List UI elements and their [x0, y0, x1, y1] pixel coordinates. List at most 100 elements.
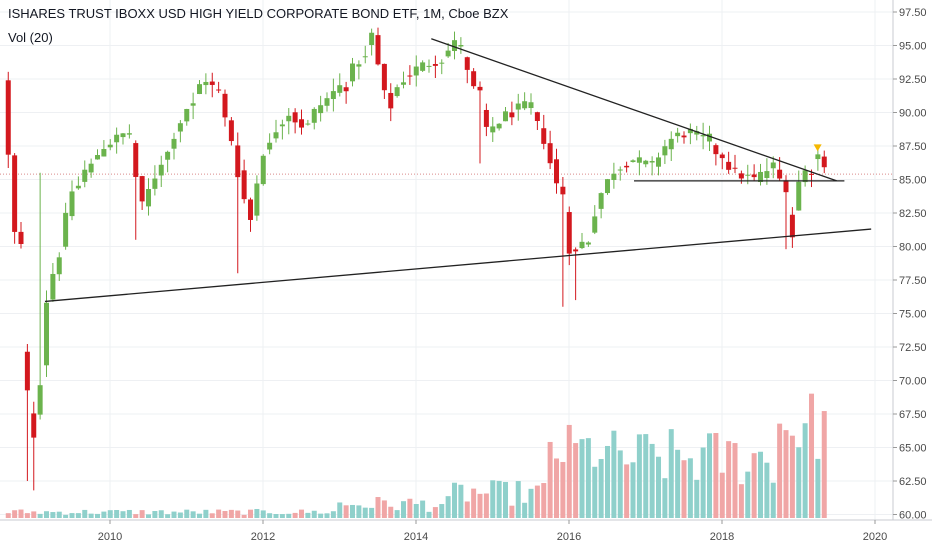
candle-body	[107, 144, 113, 148]
candle-body	[254, 183, 260, 216]
candle-body	[554, 159, 560, 184]
time-tick-label: 2016	[557, 531, 581, 543]
volume-bar	[515, 481, 521, 518]
volume-bar	[165, 514, 171, 518]
candle-body	[146, 189, 152, 207]
volume-bar	[528, 488, 534, 518]
candle-body	[821, 156, 827, 168]
candle-body	[624, 165, 630, 168]
price-tick-label: 87.50	[899, 141, 927, 153]
price-tick-label: 65.00	[899, 443, 927, 455]
volume-bar	[611, 430, 617, 518]
volume-bar	[598, 459, 604, 518]
volume-bar	[286, 513, 292, 518]
price-candles[interactable]	[5, 27, 827, 491]
volume-bar	[509, 505, 515, 518]
price-tick-label: 67.50	[899, 409, 927, 421]
candle-body	[426, 65, 432, 67]
candle-body	[477, 86, 483, 91]
volume-bars	[5, 393, 827, 518]
volume-bar	[464, 501, 470, 518]
candle-body	[63, 212, 69, 247]
volume-bar	[758, 451, 764, 518]
volume-bar	[630, 462, 636, 518]
volume-bar	[292, 512, 298, 518]
candle-body	[126, 133, 132, 135]
candle-body	[726, 161, 732, 170]
candle-body	[751, 174, 757, 178]
candle-body	[611, 173, 617, 180]
candle-body	[305, 123, 311, 125]
volume-bar	[228, 509, 234, 518]
candle-body	[605, 179, 611, 194]
volume-bar	[413, 504, 419, 518]
volume-indicator-label[interactable]: Vol (20)	[8, 30, 53, 45]
candle-body	[732, 167, 738, 169]
candle-body	[738, 173, 744, 179]
candle-body	[681, 135, 687, 138]
volume-bar	[796, 447, 802, 518]
candle-body	[50, 273, 56, 300]
volume-bar	[407, 498, 413, 518]
price-tick-label: 97.50	[899, 7, 927, 19]
price-tick-label: 95.00	[899, 41, 927, 53]
volume-bar	[751, 453, 757, 518]
candle-body	[534, 112, 540, 121]
volume-bar	[69, 513, 75, 518]
volume-bar	[222, 511, 228, 518]
candle-body	[120, 133, 126, 138]
volume-bar	[821, 411, 827, 518]
candle-body	[330, 91, 336, 100]
candle-body	[719, 154, 725, 159]
annotations[interactable]	[44, 38, 872, 303]
volume-bar	[566, 424, 572, 518]
price-tick-label: 92.50	[899, 74, 927, 86]
volume-bar	[477, 493, 483, 518]
candle-body	[528, 102, 534, 109]
candle-body	[292, 112, 298, 123]
volume-bar	[88, 513, 94, 518]
volume-bar	[426, 511, 432, 518]
volume-bar	[605, 445, 611, 518]
volume-bar	[37, 513, 43, 518]
candle-body	[133, 143, 139, 177]
axes	[0, 0, 932, 521]
candle-body	[165, 151, 171, 160]
candle-body	[483, 109, 489, 127]
candle-body	[343, 87, 349, 92]
candle-body	[789, 214, 795, 238]
time-tick-label: 2018	[710, 531, 734, 543]
volume-bar	[719, 472, 725, 518]
volume-bar	[649, 443, 655, 518]
volume-bar	[783, 430, 789, 518]
volume-bar	[420, 500, 426, 518]
candle-body	[56, 257, 62, 275]
candle-body	[114, 134, 120, 143]
candle-body	[197, 84, 203, 95]
candle-body	[248, 199, 254, 220]
volume-bar	[439, 504, 445, 518]
volume-bar	[107, 510, 113, 518]
volume-bar	[375, 497, 381, 518]
volume-bar	[216, 509, 222, 518]
volume-bar	[815, 458, 821, 518]
volume-bar	[503, 481, 509, 518]
volume-bar	[190, 511, 196, 518]
volume-bar	[114, 509, 120, 518]
volume-bar	[541, 483, 547, 518]
candle-body	[24, 351, 30, 391]
candle-body	[617, 169, 623, 171]
volume-bar	[700, 447, 706, 518]
candle-body	[770, 162, 776, 169]
volume-bar	[248, 509, 254, 518]
candle-body	[687, 128, 693, 134]
volume-bar	[158, 510, 164, 518]
volume-bar	[687, 458, 693, 518]
time-tick-label: 2014	[404, 531, 428, 543]
candle-body	[573, 249, 579, 252]
volume-bar	[458, 484, 464, 518]
candle-body	[75, 185, 81, 189]
volume-bar	[394, 510, 400, 518]
candle-body	[88, 163, 94, 173]
